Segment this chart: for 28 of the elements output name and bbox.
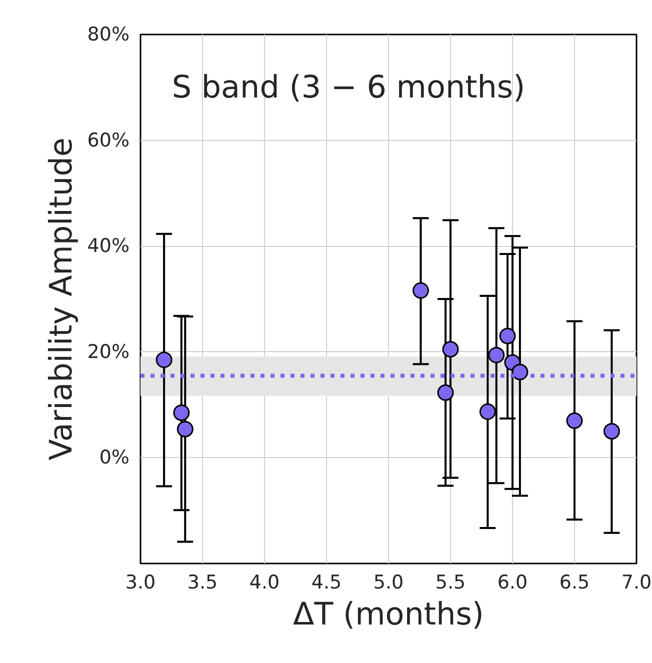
point [499,328,516,344]
text: S band (3 − 6 months) [172,70,526,106]
point [479,403,496,420]
x-axis-title: ΔT (months) [293,596,484,632]
point [603,423,620,440]
x-tick-label: 6.5 [559,572,590,594]
point [156,352,172,368]
x-tick-label: 3.0 [125,572,156,594]
x-tick-label: 7.0 [621,572,652,594]
y-tick-label: 80% [87,24,130,46]
point [442,341,459,358]
y-tick-label: 60% [87,129,130,152]
y-tick-label: 20% [87,340,130,363]
y-axis-title: Variability Amplitude [43,138,80,460]
point [173,404,190,421]
x-tick-label: 5.0 [373,572,404,594]
x-tick-label: 4.5 [311,572,342,594]
point [176,420,194,438]
x-tick-label: 4.0 [249,572,280,594]
x-tick-label: 5.5 [435,572,466,594]
point [488,346,505,364]
point [412,282,429,299]
y-tick-label: 0% [99,446,130,469]
x-tick-label: 3.5 [187,572,218,594]
point [566,412,583,429]
point [437,384,454,401]
y-tick-label: 40% [87,235,130,258]
x-tick-label: 6.0 [497,572,528,594]
